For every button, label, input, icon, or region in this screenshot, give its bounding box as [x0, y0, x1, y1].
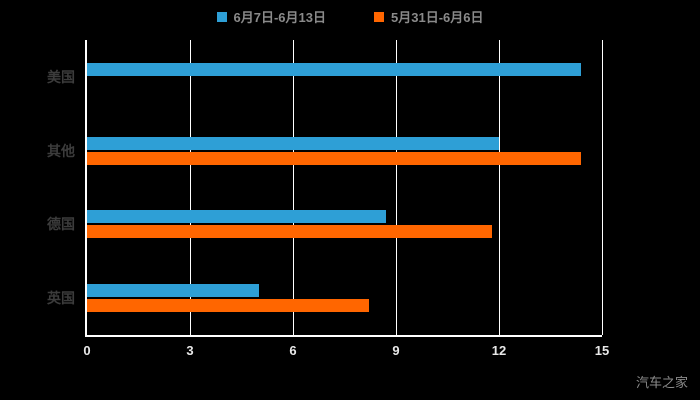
legend-item-series1[interactable]: 6月7日-6月13日: [216, 7, 326, 26]
gridline: [189, 40, 191, 335]
x-tick-label: 12: [491, 343, 507, 358]
legend: 6月7日-6月13日 5月31日-6月6日: [0, 7, 700, 26]
legend-item-series2[interactable]: 5月31日-6月6日: [374, 7, 483, 26]
y-category-label: 德国: [47, 216, 75, 233]
gridline: [292, 40, 294, 335]
bar-series1: [87, 62, 582, 76]
x-tick-label: 15: [594, 343, 610, 358]
y-category-label: 英国: [47, 290, 75, 307]
legend-swatch-icon: [216, 11, 227, 22]
plot-area: 0 3 6 9 12 15 美国其他德国英国: [47, 40, 609, 358]
x-tick-label: 0: [83, 343, 91, 358]
x-tick-label: 9: [392, 343, 400, 358]
bar-series1: [87, 136, 499, 150]
bar-series2: [87, 225, 493, 239]
y-category-label: 美国: [47, 68, 75, 85]
bar-series2: [87, 151, 582, 165]
bar-series1: [87, 210, 386, 224]
gridline: [395, 40, 397, 335]
gridline: [498, 40, 500, 335]
y-category-label: 其他: [47, 142, 75, 159]
bar-series2: [87, 299, 369, 313]
legend-label: 6月7日-6月13日: [233, 10, 326, 25]
legend-label: 5月31日-6月6日: [391, 10, 484, 25]
watermark: 汽车之家: [635, 375, 688, 390]
bar-series1: [87, 284, 259, 298]
legend-swatch-icon: [374, 11, 384, 22]
x-tick-label: 6: [289, 343, 297, 358]
x-tick-label: 3: [186, 343, 194, 358]
gridline: [601, 40, 603, 335]
